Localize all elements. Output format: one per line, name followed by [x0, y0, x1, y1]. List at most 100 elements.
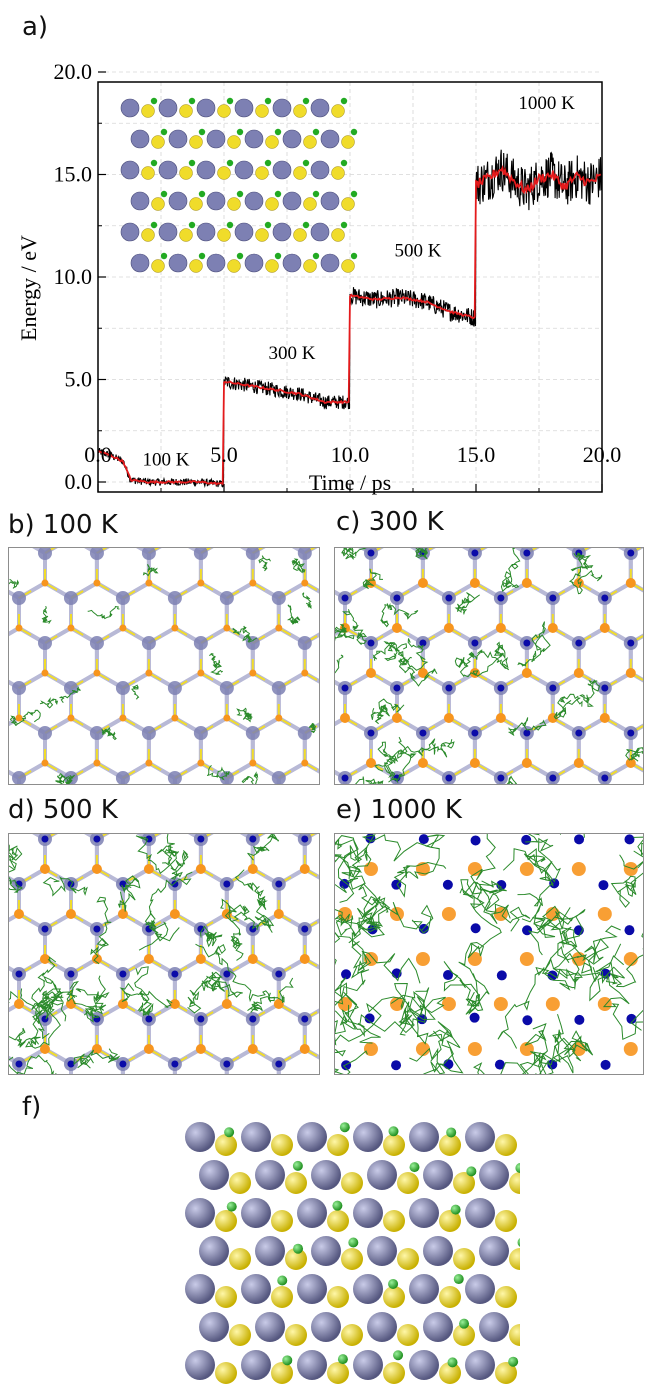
hex-bond: [9, 548, 19, 553]
hex-bond-yellow: [473, 548, 528, 600]
lattice-atom: [193, 636, 208, 650]
dark-blue-atom: [419, 729, 427, 737]
trajectory-path: [187, 975, 243, 1014]
trajectory-path: [75, 975, 110, 1011]
inset-hydrogen-atom: [302, 159, 310, 167]
blue-atom: [353, 1274, 383, 1304]
inset-lattice-atom: [244, 191, 264, 211]
trajectory-path: [459, 641, 506, 678]
trajectory-path: [335, 960, 381, 1044]
dark-blue-atom: [574, 1014, 585, 1025]
dark-blue-atom: [445, 594, 453, 602]
dark-blue-atom: [547, 1059, 558, 1070]
trajectory-path: [31, 956, 57, 1020]
trajectory-path: [73, 1048, 121, 1069]
orange-atom: [467, 1042, 482, 1056]
trajectory-path: [236, 707, 253, 723]
hydrogen-atom: [337, 1354, 348, 1365]
dark-blue-atom: [575, 729, 583, 737]
lattice-atom: [12, 681, 26, 695]
dark-blue-atom: [497, 774, 505, 782]
hydrogen-trajectories: [335, 834, 643, 1074]
blue-atom: [199, 1312, 229, 1342]
orange-atom: [169, 909, 180, 919]
trajectory-path: [308, 722, 317, 734]
orange-atom: [623, 862, 638, 876]
inset-hydrogen-atom: [150, 97, 158, 105]
orange-atom: [145, 759, 153, 767]
hex-bond-yellow: [9, 834, 19, 839]
orange-atom: [301, 579, 309, 587]
hex-bond: [420, 548, 477, 601]
yellow-atom: [341, 1324, 363, 1346]
hex-bond-yellow: [577, 548, 632, 600]
orange-atom: [519, 1042, 534, 1056]
trajectory-path: [199, 925, 223, 948]
inset-hydrogen-atom: [188, 97, 196, 105]
trajectory-path: [291, 558, 306, 574]
hex-bond-yellow: [277, 957, 319, 1021]
lattice-atom: [167, 771, 182, 784]
trajectory-path: [206, 765, 230, 781]
lattice-atom: [167, 591, 182, 605]
trajectory-path: [247, 834, 280, 861]
inset-yellow-atom: [341, 135, 355, 149]
blue-atom: [297, 1350, 327, 1380]
lattice-atom: [141, 636, 156, 650]
dark-blue-atom: [197, 1015, 205, 1023]
lattice-atom: [219, 681, 234, 695]
inset-yellow-atom: [341, 259, 355, 273]
inset-hydrogen-atom: [340, 159, 348, 167]
orange-atom: [521, 668, 532, 678]
orange-atom: [573, 668, 584, 678]
inset-yellow-atom: [255, 104, 269, 118]
trajectory-path: [507, 717, 547, 737]
dark-blue-atom: [67, 970, 75, 978]
dark-blue-atom: [197, 835, 205, 843]
orange-atom: [249, 579, 257, 587]
orange-atom: [467, 952, 482, 966]
lattice-atom: [297, 726, 312, 740]
blue-atom: [241, 1274, 271, 1304]
orange-atom: [415, 1042, 430, 1056]
hex-bond-yellow: [9, 716, 46, 780]
trajectory-path: [396, 638, 429, 671]
yellow-atom: [439, 1134, 461, 1156]
yellow-atom: [285, 1324, 307, 1346]
inset-hydrogen-atom: [274, 128, 282, 136]
inset-hydrogen-atom: [150, 159, 158, 167]
orange-atom: [597, 907, 612, 921]
temperature-annotation: 100 K: [143, 450, 190, 471]
blue-atom: [353, 1198, 383, 1228]
trajectory-path: [517, 621, 551, 667]
trajectory-path: [135, 835, 177, 875]
dark-blue-atom: [522, 1015, 533, 1026]
yellow-atom: [215, 1286, 237, 1308]
inset-lattice-atom: [282, 191, 302, 211]
dark-blue-atom: [627, 729, 635, 737]
orange-atom: [117, 999, 128, 1009]
dark-blue-atom: [41, 835, 49, 843]
dark-blue-atom: [93, 925, 101, 933]
y-tick-label: 5.0: [65, 367, 93, 392]
dark-blue-atom: [367, 549, 375, 557]
trajectory-path: [619, 854, 643, 950]
dark-blue-atom: [575, 639, 583, 647]
hydrogen-atom: [339, 1122, 350, 1133]
trajectory-path: [55, 776, 73, 784]
trajectory-path: [335, 915, 366, 969]
dark-blue-atom: [223, 880, 231, 888]
x-tick-label: 15.0: [457, 442, 496, 467]
trajectory-path: [138, 918, 169, 951]
lattice-atom: [271, 681, 286, 695]
trajectory-path: [377, 741, 399, 783]
hydrogen-atom: [446, 1127, 457, 1138]
orange-atom: [365, 578, 376, 588]
inset-lattice-atom: [282, 129, 302, 149]
trajectory-path: [209, 653, 224, 675]
x-tick-label: 5.0: [210, 442, 238, 467]
trajectory-path: [589, 954, 643, 1002]
blue-atom: [409, 1274, 439, 1304]
yellow-atom: [383, 1362, 405, 1384]
chart-annotations: 100 K 300 K 500 K 1000 K: [143, 93, 576, 471]
